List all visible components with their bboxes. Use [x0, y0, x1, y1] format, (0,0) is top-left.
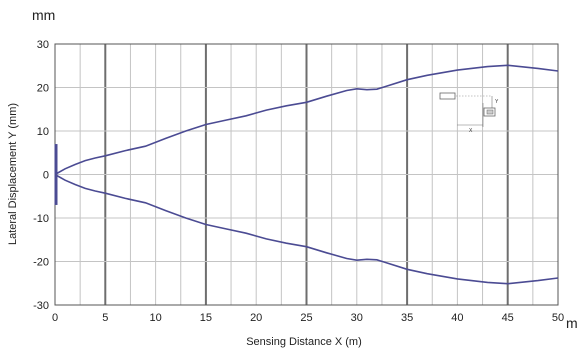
series-line-lower — [54, 173, 559, 285]
x-tick-label: 15 — [200, 312, 212, 324]
x-tick-label: 0 — [52, 312, 58, 324]
x-tick-label: 5 — [102, 312, 108, 324]
y-tick-labels: 30 20 10 0 -10 -20 -30 — [33, 39, 49, 312]
x-tick-label: 30 — [351, 312, 363, 324]
x-unit-label: m — [566, 315, 578, 331]
sensor-offset-diagram: Y X — [439, 92, 499, 134]
grid — [54, 43, 559, 306]
x-tick-label: 20 — [250, 312, 262, 324]
series-line-upper — [54, 64, 559, 176]
inset-x-label: X — [469, 128, 473, 134]
y-tick-label: -10 — [33, 213, 49, 225]
y-tick-label: 30 — [37, 39, 49, 51]
y-tick-label: 20 — [37, 83, 49, 95]
x-tick-label: 35 — [401, 312, 413, 324]
y-axis-title: Lateral Displacement Y (mm) — [7, 103, 19, 245]
y-tick-label: -30 — [33, 300, 49, 312]
y-tick-label: 0 — [43, 170, 49, 182]
x-tick-label: 25 — [300, 312, 312, 324]
inset-emitter-box — [439, 92, 456, 100]
x-tick-label: 45 — [502, 312, 514, 324]
x-tick-label: 40 — [451, 312, 463, 324]
series-layer — [54, 64, 559, 285]
y-tick-label: -20 — [33, 257, 49, 269]
y-unit-label: mm — [32, 7, 55, 23]
inset-y-label: Y — [495, 99, 499, 105]
inset-receiver-lens — [486, 109, 494, 115]
y-tick-label: 10 — [37, 126, 49, 138]
x-tick-label: 50 — [552, 312, 564, 324]
x-axis-title: Sensing Distance X (m) — [246, 336, 362, 348]
x-tick-labels: 0 5 10 15 20 25 30 35 40 45 50 — [52, 312, 564, 324]
x-tick-label: 10 — [149, 312, 161, 324]
